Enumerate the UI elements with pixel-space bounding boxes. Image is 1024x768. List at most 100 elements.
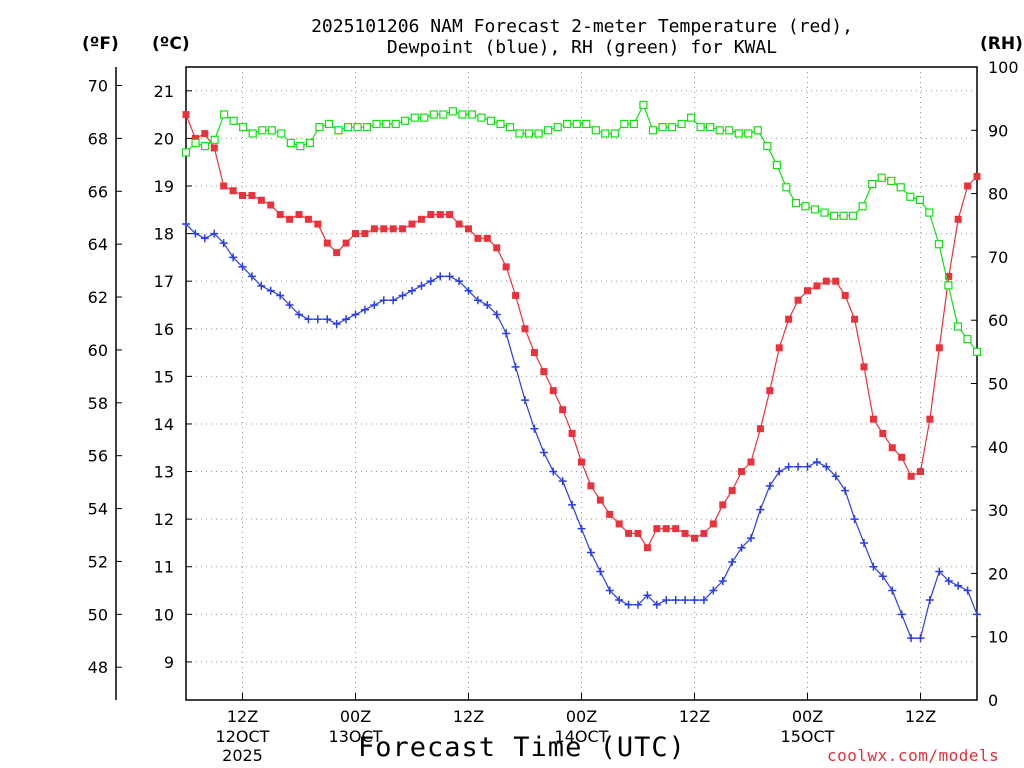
rh-point [181, 148, 191, 157]
dewpoint-point [643, 591, 652, 600]
dewpoint-point [568, 500, 577, 509]
celsius-tick-label: 16 [154, 320, 174, 339]
2-meter-temperature-point [229, 187, 237, 195]
2-meter-temperature-point [239, 192, 246, 200]
fahrenheit-tick-label: 58 [88, 394, 108, 413]
2-meter-temperature-point [257, 196, 265, 204]
rh-point [772, 161, 781, 170]
dewpoint-point [332, 320, 341, 329]
2-meter-temperature-point [333, 249, 341, 257]
dewpoint-point [521, 396, 529, 405]
rh-point [906, 192, 915, 201]
dewpoint-point [765, 481, 774, 490]
rh-point [801, 202, 810, 211]
dewpoint-point [671, 596, 680, 605]
fahrenheit-tick-label: 56 [88, 447, 108, 466]
rh-point [877, 173, 886, 182]
rh-point [382, 119, 391, 129]
dewpoint-point [925, 596, 934, 605]
dewpoint-point [502, 329, 511, 338]
fahrenheit-tick-label: 70 [88, 77, 108, 96]
rh-point [429, 110, 438, 119]
2-meter-temperature-point [276, 211, 284, 219]
rh-point [791, 198, 801, 208]
2-meter-temperature-point [728, 487, 736, 495]
rh-point [696, 123, 705, 132]
2-meter-temperature-point [917, 468, 924, 476]
rh-point [515, 129, 524, 138]
2-meter-temperature-point [879, 429, 887, 437]
2-meter-temperature-point [691, 534, 698, 542]
x-tick-label: 12Z [453, 707, 484, 726]
2-meter-temperature-point [643, 544, 651, 552]
rh-point [829, 211, 839, 220]
rh-point [810, 205, 820, 214]
dewpoint-point [803, 462, 812, 471]
fahrenheit-tick-label: 48 [88, 658, 108, 677]
rh-point [286, 138, 295, 148]
dewpoint-point [747, 534, 755, 543]
rh-point [953, 322, 963, 331]
dewpoint-point [323, 315, 332, 324]
2-meter-temperature-point [578, 458, 585, 466]
dewpoint-point [492, 310, 501, 319]
dewpoint-point [662, 596, 671, 605]
rh-point [686, 113, 696, 122]
chart-title-line1: 2025101206 NAM Forecast 2-meter Temperat… [311, 16, 853, 37]
rh-point [887, 176, 896, 186]
2-meter-temperature-point [766, 387, 774, 395]
2-meter-temperature-point [851, 315, 859, 323]
dewpoint-point [257, 281, 266, 290]
rh-point [677, 119, 686, 129]
dewpoint-point [973, 610, 981, 619]
rh-point [658, 123, 667, 132]
dewpoint-point [775, 467, 784, 476]
2-meter-temperature-point [662, 525, 670, 533]
fahrenheit-tick-label: 66 [88, 182, 108, 201]
2-meter-temperature-point [964, 182, 972, 190]
2-meter-temperature-point [926, 415, 934, 423]
rh-point [563, 119, 572, 129]
dewpoint-point [295, 310, 303, 319]
rh-point [896, 183, 905, 192]
dewpoint-point [850, 515, 859, 524]
fahrenheit-tick-label: 54 [88, 500, 108, 519]
2-meter-temperature-point [191, 134, 199, 142]
2-meter-temperature-point [615, 520, 623, 528]
2-meter-temperature-point [794, 296, 802, 304]
dewpoint-line [185, 223, 978, 639]
dewpoint-point [370, 300, 379, 309]
2-meter-temperature-point [841, 291, 849, 299]
x-axis-title: Forecast Time (UTC) [358, 732, 686, 763]
dewpoint-point [794, 462, 803, 471]
rh-tick-label: 90 [988, 121, 1008, 140]
dewpoint-point [878, 572, 887, 581]
celsius-tick-label: 15 [154, 367, 174, 386]
rh-point [715, 126, 724, 135]
2-meter-temperature-point [286, 215, 294, 223]
dewpoint-point [897, 610, 906, 619]
2-meter-temperature-point [380, 225, 388, 233]
2-meter-temperature-point [681, 529, 689, 537]
rh-point [591, 126, 600, 135]
x-tick-label: 12Z [227, 707, 258, 726]
dewpoint-point [219, 239, 228, 248]
dewpoint-point [210, 229, 219, 238]
2-meter-temperature-point [634, 529, 642, 537]
fahrenheit-tick-label: 50 [88, 605, 108, 624]
dewpoint-point [511, 362, 520, 371]
rh-tick-label: 10 [988, 628, 1008, 647]
dewpoint-point [436, 272, 445, 281]
dewpoint-point [360, 305, 369, 314]
rh-point [200, 142, 210, 151]
rh-point [362, 123, 372, 132]
dewpoint-point [718, 577, 727, 586]
2-meter-temperature-point [973, 172, 981, 180]
rh-point [239, 123, 248, 132]
2-meter-temperature-point [954, 215, 962, 223]
rh-point [706, 123, 715, 132]
rh-tick-label: 0 [988, 691, 998, 710]
2-meter-temperature-point [653, 525, 661, 533]
rh-point [505, 123, 515, 132]
